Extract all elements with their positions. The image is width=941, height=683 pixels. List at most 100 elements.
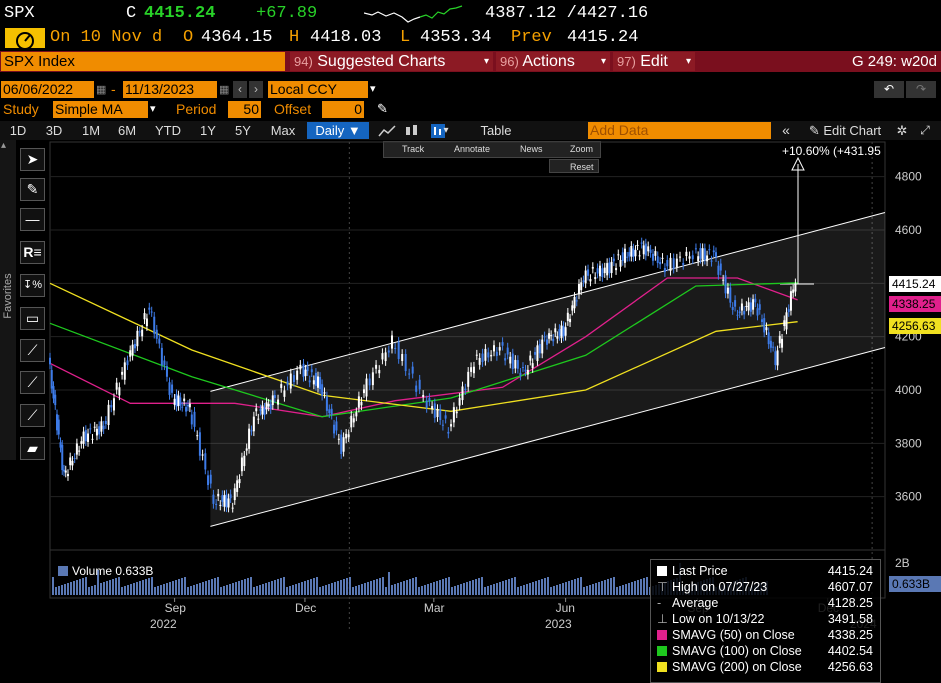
add-data-input[interactable]: Add Data (588, 122, 771, 139)
period-button-3d[interactable]: 3D (45, 123, 63, 138)
dropdown-arrow-icon[interactable]: ▾ (443, 125, 449, 136)
favorites-sidebar[interactable]: ▴ Favorites (0, 140, 16, 460)
candle-body (644, 243, 647, 256)
actions-menu[interactable]: 96) Actions ▾ (496, 52, 610, 71)
expand-icon[interactable]: ⤢ (920, 123, 930, 137)
volume-bar (139, 581, 141, 595)
period-input[interactable]: 50 (228, 101, 261, 118)
legend-row[interactable]: - Average 4128.25 (657, 595, 876, 611)
shape-tool-icon[interactable]: ▰ (20, 437, 45, 460)
candle-body (89, 428, 92, 430)
forward-arrow-button[interactable]: › (249, 81, 263, 98)
candle-body (543, 336, 546, 338)
gauge-icon (5, 28, 45, 48)
line-tool-icon[interactable]: — (20, 208, 45, 231)
period-button-max[interactable]: Max (270, 123, 296, 138)
volume-bar (493, 584, 495, 595)
candle-body (304, 369, 307, 376)
edit-menu[interactable]: 97) Edit ▾ (613, 52, 695, 71)
ray-tool-icon[interactable]: ⟋ (20, 404, 45, 427)
rectangle-tool-icon[interactable]: ▭ (20, 307, 45, 330)
legend-label: High on 07/27/23 (672, 580, 768, 594)
volume-bar (286, 587, 288, 595)
trendline-tool-icon[interactable]: ⟋ (20, 339, 45, 362)
pencil-icon[interactable]: ✎ (377, 101, 388, 116)
channel-tool-icon[interactable]: ⟋ (20, 371, 45, 394)
study-select[interactable]: Simple MA (53, 101, 148, 118)
candle-body (347, 434, 350, 438)
candle-body (250, 430, 253, 432)
dropdown-arrow-icon[interactable]: ▾ (370, 83, 376, 95)
year-label: 2023 (545, 617, 572, 631)
calendar-icon[interactable]: ▦ (96, 84, 107, 96)
suggested-charts-menu[interactable]: 94) Suggested Charts ▾ (290, 52, 493, 71)
start-date-field[interactable]: 06/06/2022 (1, 81, 94, 98)
reset-button[interactable]: Reset (549, 159, 599, 173)
volume-bar (580, 577, 582, 595)
news-button[interactable]: News (520, 144, 543, 154)
chevron-up-icon[interactable]: ▴ (1, 140, 7, 151)
pen-tool-icon[interactable]: ✎ (20, 178, 45, 201)
candle-icon[interactable] (404, 124, 420, 138)
candle-body (714, 252, 717, 258)
fibonacci-tool-icon[interactable]: R≡ (20, 241, 45, 264)
low-value: 4353.34 (420, 28, 492, 47)
period-button-5y[interactable]: 5Y (235, 123, 251, 138)
line-chart-icon[interactable] (378, 124, 396, 138)
period-button-1y[interactable]: 1Y (200, 123, 216, 138)
bar-chart-icon[interactable] (430, 124, 446, 138)
candle-body (415, 385, 418, 392)
pencil-icon: ✎ (808, 123, 820, 138)
candle-body (675, 258, 678, 268)
annotate-button[interactable]: Annotate (454, 144, 491, 154)
volume-bar (142, 580, 144, 595)
candle-body (598, 265, 601, 277)
volume-bar (457, 585, 459, 595)
legend-row[interactable]: ⊥ Low on 10/13/22 3491.58 (657, 611, 876, 627)
undo-button[interactable]: ↶ (874, 81, 904, 98)
volume-bar (553, 586, 555, 595)
back-arrow-button[interactable]: ‹ (233, 81, 247, 98)
table-button[interactable]: Table (480, 123, 512, 138)
pointer-tool-icon[interactable]: ➤ (20, 148, 45, 171)
calendar-icon[interactable]: ▦ (219, 84, 230, 96)
settings-icon[interactable]: ✲ (896, 123, 908, 138)
security-title[interactable]: SPX Index (1, 52, 285, 71)
collapse-icon[interactable]: « (782, 122, 790, 138)
legend-row[interactable]: SMAVG (50) on Close 4338.25 (657, 627, 876, 643)
candle-body (612, 258, 615, 262)
candle-body (608, 262, 611, 274)
period-button-ytd[interactable]: YTD (155, 123, 181, 138)
legend-row[interactable]: ⊤ High on 07/27/23 4607.07 (657, 579, 876, 595)
zoom-button[interactable]: Zoom (570, 144, 594, 154)
end-date-field[interactable]: 11/13/2023 (123, 81, 217, 98)
offset-input[interactable]: 0 (322, 101, 364, 118)
volume-bar (628, 583, 630, 595)
legend-row[interactable]: SMAVG (200) on Close 4256.63 (657, 659, 876, 675)
volume-bar (439, 580, 441, 595)
volume-bar (58, 586, 60, 595)
frequency-select[interactable]: Daily ▼ (307, 122, 369, 139)
candle-body (550, 335, 553, 337)
candle-body (785, 312, 788, 330)
period-button-1d[interactable]: 1D (9, 123, 27, 138)
period-button-1m[interactable]: 1M (81, 123, 101, 138)
redo-button[interactable]: ↷ (906, 81, 936, 98)
legend-row[interactable]: SMAVG (100) on Close 4402.54 (657, 643, 876, 659)
volume-bar (634, 581, 636, 595)
candle-body (726, 287, 729, 294)
volume-bar (541, 579, 543, 595)
period-toolbar: 1D 3D 1M 6M YTD 1Y 5Y Max Daily ▼ ▾ Tabl… (0, 121, 941, 140)
edit-chart-button[interactable]: ✎ Edit Chart (801, 122, 889, 139)
candle-body (642, 245, 645, 255)
period-button-6m[interactable]: 6M (117, 123, 137, 138)
legend-row[interactable]: Last Price 4415.24 (657, 563, 876, 579)
percent-tool-icon[interactable]: ↧% (20, 274, 45, 297)
volume-bar (94, 585, 96, 595)
candle-body (556, 336, 559, 339)
currency-select[interactable]: Local CCY (268, 81, 368, 98)
volume-bar (289, 586, 291, 595)
track-button[interactable]: Track (402, 144, 425, 154)
high-value: 4418.03 (310, 28, 382, 47)
dropdown-arrow-icon[interactable]: ▾ (150, 103, 156, 115)
